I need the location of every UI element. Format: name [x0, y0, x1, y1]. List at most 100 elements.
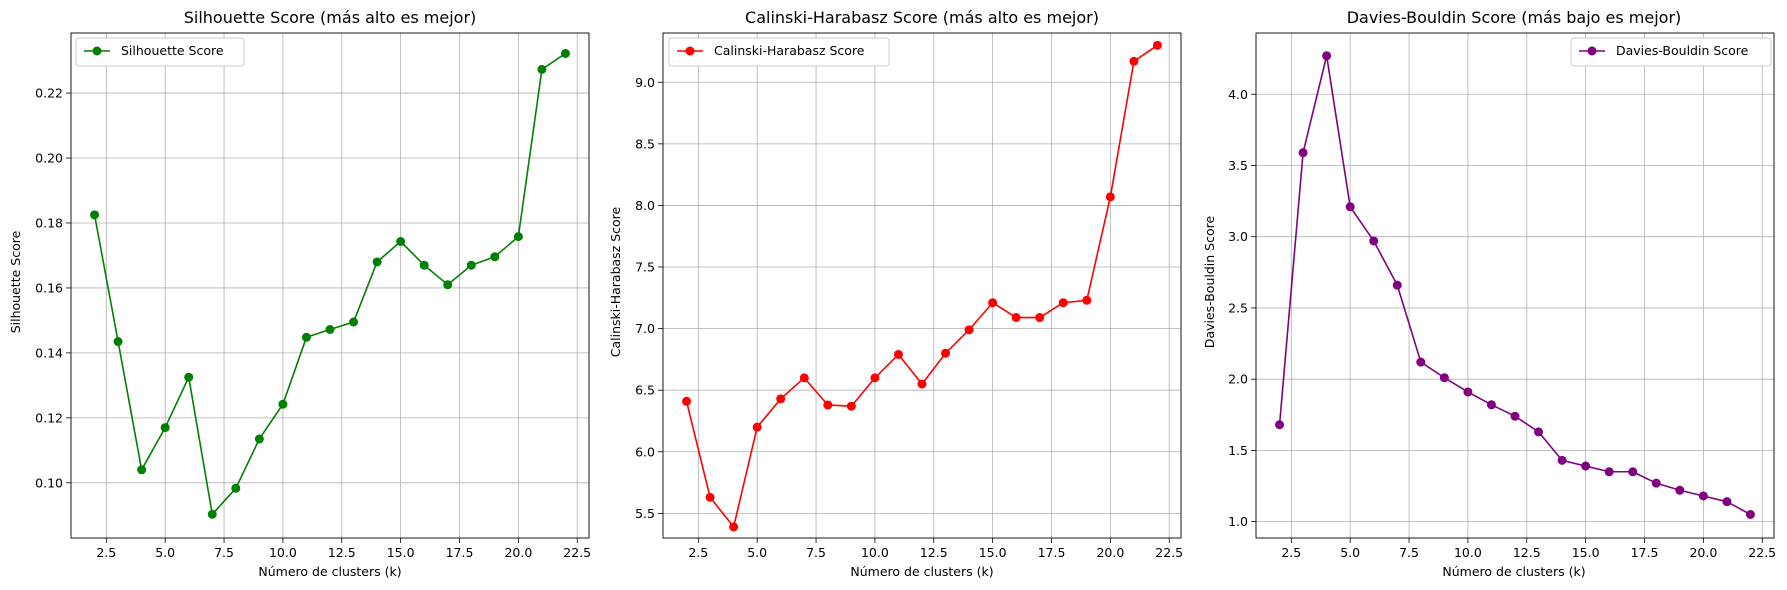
data-point	[1628, 467, 1638, 477]
y-tick-label: 7.5	[635, 260, 655, 275]
data-point	[207, 509, 217, 519]
data-point	[1011, 313, 1021, 323]
axes-frame	[662, 32, 1182, 539]
x-tick-label: 12.5	[1513, 545, 1541, 560]
axes-frame	[70, 32, 590, 539]
legend-marker-swatch	[1587, 46, 1597, 56]
chart-calinski-harabasz: Calinski-Harabasz Score (más alto es mej…	[608, 8, 1183, 579]
data-point	[278, 399, 288, 409]
x-tick-label: 10.0	[269, 545, 297, 560]
legend: Calinski-Harabasz Score	[668, 37, 890, 67]
data-point	[1557, 455, 1567, 465]
chart-davies-bouldin: Davies-Bouldin Score (más bajo es mejor)…	[1202, 8, 1776, 579]
data-point	[537, 64, 547, 74]
y-axis-label: Silhouette Score	[8, 230, 23, 333]
data-point	[137, 465, 147, 475]
data-point	[513, 232, 523, 242]
y-tick-label: 0.12	[35, 410, 63, 425]
axes-frame	[1255, 32, 1775, 539]
data-point	[372, 257, 382, 267]
data-point	[1298, 148, 1308, 158]
data-point	[466, 260, 476, 270]
x-tick-label: 17.5	[1631, 545, 1659, 560]
x-tick-label: 17.5	[446, 545, 474, 560]
y-tick-label: 1.5	[1228, 443, 1248, 458]
data-point	[396, 237, 406, 246]
chart-silhouette: Silhouette Score (más alto es mejor) Núm…	[8, 8, 591, 579]
legend-box	[668, 37, 890, 67]
data-point	[490, 252, 500, 262]
data-point	[1604, 467, 1614, 477]
data-point	[1651, 478, 1661, 488]
x-tick-label: 22.5	[1155, 545, 1183, 560]
data-point	[254, 434, 264, 444]
y-axis-label: Calinski-Harabasz Score	[608, 206, 623, 357]
x-tick-label: 2.5	[96, 545, 116, 560]
data-point	[988, 298, 998, 308]
data-point	[1345, 202, 1355, 212]
y-tick-label: 8.5	[635, 136, 655, 151]
legend-label: Silhouette Score	[121, 43, 224, 58]
y-tick-label: 7.0	[635, 321, 655, 336]
x-tick-label: 5.0	[747, 545, 767, 560]
chart-title: Silhouette Score (más alto es mejor)	[184, 8, 477, 27]
data-point	[1510, 411, 1520, 421]
data-point	[823, 400, 833, 410]
y-tick-label: 5.5	[635, 506, 655, 521]
data-point	[846, 401, 856, 411]
y-tick-label: 3.5	[1228, 158, 1248, 173]
legend-label: Calinski-Harabasz Score	[714, 43, 865, 58]
chart-title: Davies-Bouldin Score (más bajo es mejor)	[1347, 8, 1682, 27]
y-tick-label: 1.0	[1228, 514, 1248, 529]
chart-title: Calinski-Harabasz Score (más alto es mej…	[745, 8, 1099, 27]
legend-marker-swatch	[92, 46, 102, 56]
y-tick-label: 3.0	[1228, 229, 1248, 244]
data-point	[1035, 313, 1045, 323]
data-point	[231, 483, 241, 493]
data-point	[325, 325, 335, 334]
data-point	[1581, 461, 1591, 471]
legend: Davies-Bouldin Score	[1570, 37, 1772, 67]
y-tick-label: 0.10	[35, 475, 63, 490]
x-axis-label: Número de clusters (k)	[850, 564, 993, 579]
data-point	[90, 210, 100, 220]
data-point	[705, 492, 715, 502]
data-point	[1486, 400, 1496, 410]
data-point	[1439, 373, 1449, 383]
x-tick-label: 10.0	[861, 545, 889, 560]
data-point	[941, 348, 951, 358]
data-point	[1082, 295, 1092, 305]
x-tick-label: 17.5	[1038, 545, 1066, 560]
y-tick-label: 6.5	[635, 383, 655, 398]
x-tick-label: 7.5	[806, 545, 826, 560]
data-point	[349, 317, 359, 327]
data-point	[1463, 387, 1473, 397]
data-point	[776, 394, 786, 404]
data-point	[1416, 357, 1426, 367]
x-tick-label: 20.0	[1096, 545, 1124, 560]
y-tick-label: 0.20	[35, 151, 63, 166]
data-point	[893, 349, 903, 359]
x-tick-label: 7.5	[214, 545, 234, 560]
x-tick-label: 20.0	[1689, 545, 1717, 560]
data-point	[1058, 298, 1068, 308]
data-point	[184, 372, 194, 382]
x-tick-label: 20.0	[504, 545, 532, 560]
data-point	[729, 522, 739, 532]
x-tick-label: 12.5	[328, 545, 356, 560]
legend-label: Davies-Bouldin Score	[1616, 43, 1749, 58]
legend-marker-swatch	[685, 46, 695, 56]
y-tick-label: 8.0	[635, 198, 655, 213]
data-point	[964, 325, 974, 335]
data-point	[1322, 51, 1332, 61]
y-tick-label: 0.16	[35, 280, 63, 295]
y-tick-label: 0.18	[35, 215, 63, 230]
data-point	[160, 423, 170, 433]
data-point	[113, 337, 123, 347]
data-point	[1745, 510, 1755, 519]
x-tick-label: 15.0	[387, 545, 415, 560]
x-tick-label: 22.5	[1748, 545, 1776, 560]
y-tick-label: 0.22	[35, 86, 63, 101]
y-tick-label: 0.14	[35, 345, 63, 360]
